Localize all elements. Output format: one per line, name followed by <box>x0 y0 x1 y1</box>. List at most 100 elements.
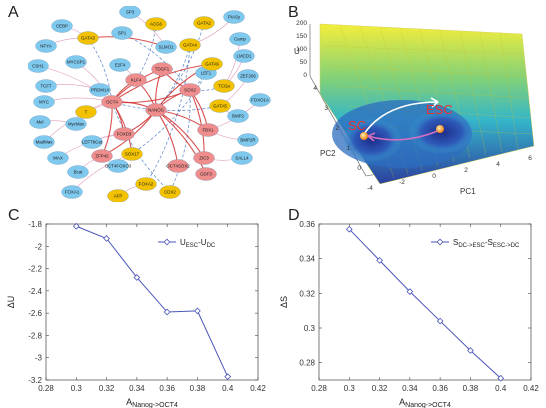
network-node: CSH1 <box>28 59 49 73</box>
network-edge <box>155 109 205 159</box>
x-axis-label: ANanog->OCT4 <box>126 397 178 408</box>
network-node-label: BMP2R <box>240 138 255 143</box>
network-node: SLMO1 <box>155 40 177 54</box>
x-tick-label: 0.36 <box>432 384 448 393</box>
x-tick-label: 0.3 <box>71 384 83 393</box>
network-node-label: LMCD1 <box>237 54 252 59</box>
network-node-label: GATA4 <box>183 43 197 48</box>
network-node-label: NFYA <box>40 44 51 49</box>
network-node: TCF7 <box>35 79 57 93</box>
esc-label: ESC <box>426 102 453 117</box>
network-node-label: SP3 <box>126 10 135 15</box>
svg-text:100: 100 <box>296 46 307 53</box>
network-node-label: FOXA1 <box>65 190 80 195</box>
network-node: BMP2R <box>237 133 259 147</box>
svg-text:50: 50 <box>300 59 308 66</box>
network-node: SOX17 <box>121 147 143 161</box>
data-point <box>345 225 353 233</box>
svg-text:0: 0 <box>303 72 307 79</box>
x-tick-label: 0.42 <box>523 384 539 393</box>
plot-area <box>45 223 259 381</box>
y-tick-label: 0.34 <box>299 255 315 264</box>
network-node-label: SOX2 <box>184 88 196 93</box>
network-node-label: SOX17 <box>125 152 140 157</box>
pc2-axis-label: PC2 <box>320 149 336 158</box>
y-tick-label: 0.3 <box>304 324 316 333</box>
network-node: ZEF206 <box>237 69 259 83</box>
network-node: TDGF1 <box>151 62 173 76</box>
network-node-label: CSH1 <box>32 64 44 69</box>
network-node: MYCSP1 <box>65 55 87 69</box>
network-node-label: LEFTbCat <box>82 140 103 145</box>
network-node-label: FOXD3 <box>117 132 132 137</box>
network-node-label: CDX2 <box>164 190 176 195</box>
network-edge <box>155 44 191 111</box>
network-node: MYC <box>33 95 55 109</box>
network-node: GATA3 <box>77 31 99 45</box>
data-point <box>406 288 414 295</box>
x-tick-label: 0.28 <box>311 384 327 393</box>
panel-letter-d: D <box>288 207 300 224</box>
y-tick-label: -2.4 <box>28 287 42 296</box>
data-point <box>376 257 383 264</box>
network-node-label: ZEF206 <box>240 74 256 79</box>
network-node: TCGa <box>213 79 235 93</box>
svg-text:3: 3 <box>324 105 328 112</box>
network-node-label: LEF1 <box>201 71 212 76</box>
network-node-label: FBX1 <box>203 128 215 133</box>
x-tick-label: 0.4 <box>222 384 234 393</box>
network-node-label: PRDM14 <box>91 88 109 93</box>
network-node-label: TDGF1 <box>155 67 170 72</box>
series-line <box>348 228 502 379</box>
x-axis-label: ANanog->OCT4 <box>399 397 451 408</box>
network-node: AFP <box>107 189 129 202</box>
network-node-label: Camp <box>234 37 246 42</box>
network-node: ZFP42 <box>91 149 113 163</box>
network-edge <box>223 38 241 87</box>
network-node-label: OCT4SOX2 <box>166 164 190 169</box>
panel-letter-a: A <box>8 4 19 21</box>
network-node: BMP2 <box>227 109 249 123</box>
y-tick-label: 0.28 <box>299 359 315 368</box>
network-node-label: SLMO1 <box>159 45 174 50</box>
network-edge <box>101 101 113 157</box>
network-node: NANOG <box>145 103 167 117</box>
network-edge <box>131 63 213 155</box>
network-node-label: OCT4FOXO3 <box>105 164 132 169</box>
network-node: OCT4FOXO3 <box>105 159 132 173</box>
y-tick-label: -2.8 <box>28 331 42 340</box>
network-node-label: BMP2 <box>232 114 245 119</box>
network-node-label: TCGa <box>218 84 230 89</box>
network-node-label: GATA5 <box>213 104 227 109</box>
y-axis-label: ΔS <box>279 296 289 308</box>
network-node: LMCD1 <box>233 49 255 63</box>
network-edge <box>169 89 191 193</box>
network-node-label: SALL4 <box>235 156 249 161</box>
network-node-label: PIASy <box>228 15 241 20</box>
data-point <box>436 317 444 325</box>
data-point <box>467 347 474 354</box>
network-edge <box>121 32 191 91</box>
network-node-label: GATA2 <box>197 21 211 26</box>
y-tick-label: -1.8 <box>28 220 42 229</box>
network-node: FOXA1 <box>61 185 83 199</box>
network-node: CEBP <box>51 19 73 33</box>
legend-marker <box>163 238 171 246</box>
network-node-label: ZFP42 <box>95 154 109 159</box>
svg-text:4: 4 <box>496 161 500 168</box>
landscape-surface: SC ESC 0 50 100 150 200 U 4 3 2 1 0 PC2 … <box>294 20 535 196</box>
network-node-label: Mel <box>36 120 43 125</box>
network-node: Camp <box>229 32 251 46</box>
network-edge <box>155 109 179 167</box>
network-node: OCT4 <box>101 95 123 109</box>
network-node-label: MYC <box>39 100 49 105</box>
x-tick-label: 0.38 <box>463 384 479 393</box>
x-tick-label: 0.34 <box>129 384 145 393</box>
svg-text:2: 2 <box>335 125 339 132</box>
network-diagram: CEBP SP3 PIASy NFYA SP1 Camp CSH1 SLMO1 MYCSP1 E2… <box>28 6 271 202</box>
y-axis-label: ΔU <box>6 296 16 309</box>
network-node-label: E2F4 <box>115 63 126 68</box>
data-point <box>194 307 201 315</box>
network-node: SALL4 <box>231 151 253 165</box>
network-node: GDF3 <box>195 167 217 181</box>
